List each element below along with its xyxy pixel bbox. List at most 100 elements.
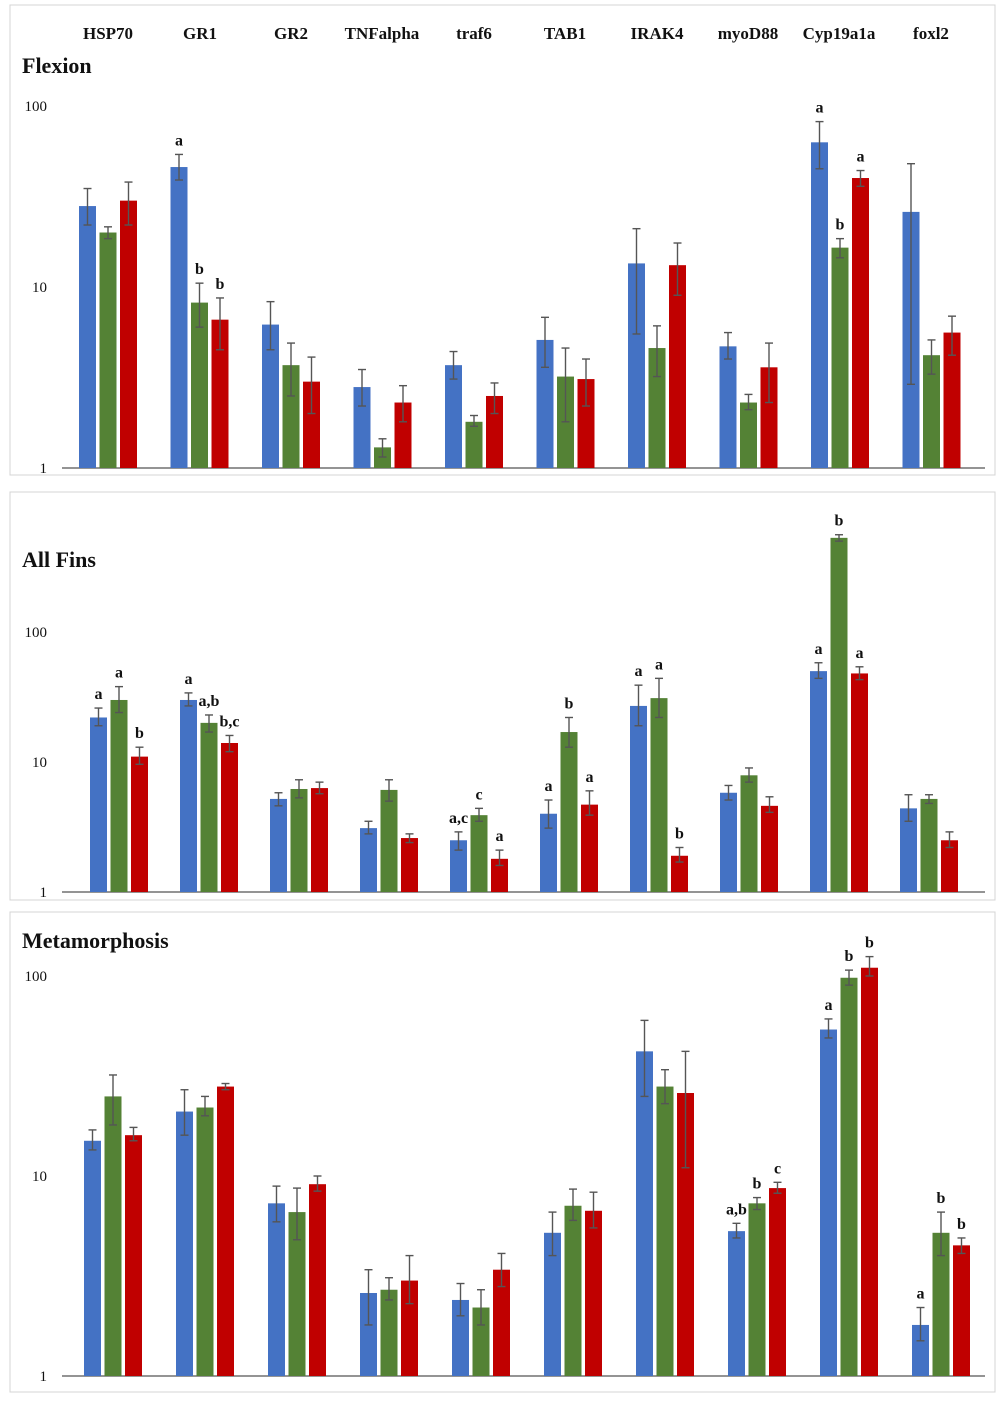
significance-label: c	[774, 1160, 781, 1177]
significance-label: b	[845, 948, 854, 965]
significance-label: a,c	[449, 810, 468, 827]
gene-label-gr1: GR1	[183, 24, 217, 43]
bar-flexion-traf6-series-2	[465, 421, 483, 468]
bar-flexion-traf6-series-3	[486, 395, 503, 468]
bar-metamorphosis-gr1-series-3	[217, 1086, 234, 1376]
bar-metamorphosis-tnfalpha-series-3	[401, 1280, 418, 1376]
bar-metamorphosis-hsp70-series-1	[84, 1140, 101, 1376]
bar-metamorphosis-myod88-series-2	[748, 1203, 766, 1376]
bar-all-fins-tab1-series-1	[540, 813, 557, 892]
bar-flexion-irak4-series-2	[648, 348, 666, 468]
panel-frame-metamorphosis	[9, 911, 996, 1393]
gene-label-myod88: myoD88	[718, 24, 778, 43]
significance-label: b	[937, 1190, 946, 1207]
bar-metamorphosis-irak4-series-3	[677, 1093, 694, 1376]
gene-label-tab1: TAB1	[544, 24, 586, 43]
bar-all-fins-cyp19a1a-series-2	[830, 537, 848, 892]
panel-title-flexion: Flexion	[22, 53, 92, 78]
bar-all-fins-gr1-series-1	[180, 699, 197, 892]
y-tick-label: 1	[40, 885, 48, 901]
bar-all-fins-irak4-series-1	[630, 705, 647, 892]
bar-flexion-cyp19a1a-series-3	[852, 178, 869, 468]
bar-flexion-foxl2-series-3	[943, 332, 961, 468]
bar-flexion-tnfalpha-series-3	[394, 402, 412, 468]
bar-metamorphosis-tab1-series-3	[585, 1210, 602, 1376]
significance-label: a	[917, 1286, 925, 1303]
significance-label: a	[95, 686, 103, 703]
bar-flexion-tnfalpha-series-1	[353, 387, 371, 468]
bar-flexion-hsp70-series-3	[120, 200, 137, 468]
bar-metamorphosis-gr1-series-2	[196, 1107, 214, 1376]
bar-flexion-traf6-series-1	[445, 365, 462, 468]
bar-metamorphosis-traf6-series-2	[472, 1307, 490, 1376]
bar-flexion-myod88-series-2	[740, 402, 757, 468]
bar-all-fins-gr2-series-3	[311, 788, 328, 892]
bar-metamorphosis-myod88-series-3	[769, 1188, 786, 1376]
bar-metamorphosis-cyp19a1a-series-3	[861, 967, 878, 1376]
bar-all-fins-irak4-series-3	[671, 855, 688, 892]
bar-flexion-gr2-series-1	[262, 324, 279, 468]
bar-metamorphosis-tnfalpha-series-1	[360, 1293, 377, 1376]
gene-label-hsp70: HSP70	[83, 24, 133, 43]
bar-all-fins-traf6-series-3	[491, 858, 508, 892]
gene-label-traf6: traf6	[456, 24, 492, 43]
bar-metamorphosis-foxl2-series-1	[912, 1324, 929, 1376]
bar-all-fins-tnfalpha-series-2	[380, 789, 398, 892]
gene-label-foxl2: foxl2	[913, 24, 949, 43]
significance-label: c	[475, 786, 482, 803]
significance-label: a	[816, 100, 824, 117]
bar-flexion-gr2-series-2	[282, 365, 300, 468]
bar-all-fins-traf6-series-1	[450, 840, 467, 892]
bar-metamorphosis-tab1-series-1	[544, 1232, 561, 1376]
panel-title-all-fins: All Fins	[22, 547, 96, 572]
significance-label: a	[496, 828, 504, 845]
bar-all-fins-irak4-series-2	[650, 698, 668, 892]
bar-metamorphosis-tab1-series-2	[564, 1205, 582, 1376]
significance-label: b	[565, 695, 574, 712]
bar-all-fins-hsp70-series-1	[90, 717, 107, 892]
bar-metamorphosis-hsp70-series-2	[104, 1096, 122, 1376]
bar-flexion-tab1-series-1	[536, 339, 554, 468]
y-tick-label: 100	[25, 969, 48, 985]
bar-flexion-hsp70-series-2	[99, 232, 117, 468]
bar-metamorphosis-foxl2-series-2	[932, 1232, 950, 1376]
gene-label-tnfalpha: TNFalpha	[345, 24, 420, 43]
bar-all-fins-traf6-series-2	[470, 815, 488, 892]
gene-label-gr2: GR2	[274, 24, 308, 43]
bar-metamorphosis-traf6-series-3	[493, 1269, 510, 1376]
bar-flexion-cyp19a1a-series-1	[811, 142, 828, 468]
significance-label: a	[586, 769, 594, 786]
bar-metamorphosis-hsp70-series-3	[125, 1135, 142, 1376]
significance-label: b	[195, 261, 204, 278]
bar-all-fins-myod88-series-2	[740, 775, 758, 892]
significance-label: a	[545, 778, 553, 795]
bar-all-fins-myod88-series-3	[761, 805, 778, 892]
bar-flexion-gr1-series-1	[170, 167, 188, 468]
bar-metamorphosis-gr2-series-1	[268, 1203, 285, 1376]
bar-metamorphosis-traf6-series-1	[452, 1299, 469, 1376]
bar-metamorphosis-gr2-series-2	[288, 1212, 306, 1376]
significance-label: b	[675, 825, 684, 842]
bar-all-fins-tab1-series-3	[581, 804, 598, 892]
bar-all-fins-hsp70-series-3	[131, 756, 148, 892]
bar-flexion-tab1-series-3	[577, 379, 595, 468]
y-tick-label: 1	[40, 1369, 48, 1385]
bar-all-fins-gr2-series-1	[270, 798, 287, 892]
bar-metamorphosis-gr2-series-3	[309, 1184, 326, 1376]
significance-label: a	[635, 663, 643, 680]
bar-metamorphosis-foxl2-series-3	[953, 1245, 970, 1376]
significance-label: b	[957, 1216, 966, 1233]
significance-label: a	[856, 645, 864, 662]
bar-all-fins-gr2-series-2	[290, 788, 308, 892]
panel-title-metamorphosis: Metamorphosis	[22, 928, 169, 953]
bar-flexion-gr1-series-3	[211, 319, 229, 468]
bar-flexion-hsp70-series-1	[79, 206, 96, 468]
gene-header: HSP70 GR1 GR2 TNFalpha traf6 TAB1 IRAK4 …	[83, 24, 949, 43]
panel-frame-flexion	[9, 4, 996, 476]
bar-flexion-cyp19a1a-series-2	[831, 247, 849, 468]
bar-flexion-gr1-series-2	[191, 302, 208, 468]
gene-label-irak4: IRAK4	[631, 24, 684, 43]
